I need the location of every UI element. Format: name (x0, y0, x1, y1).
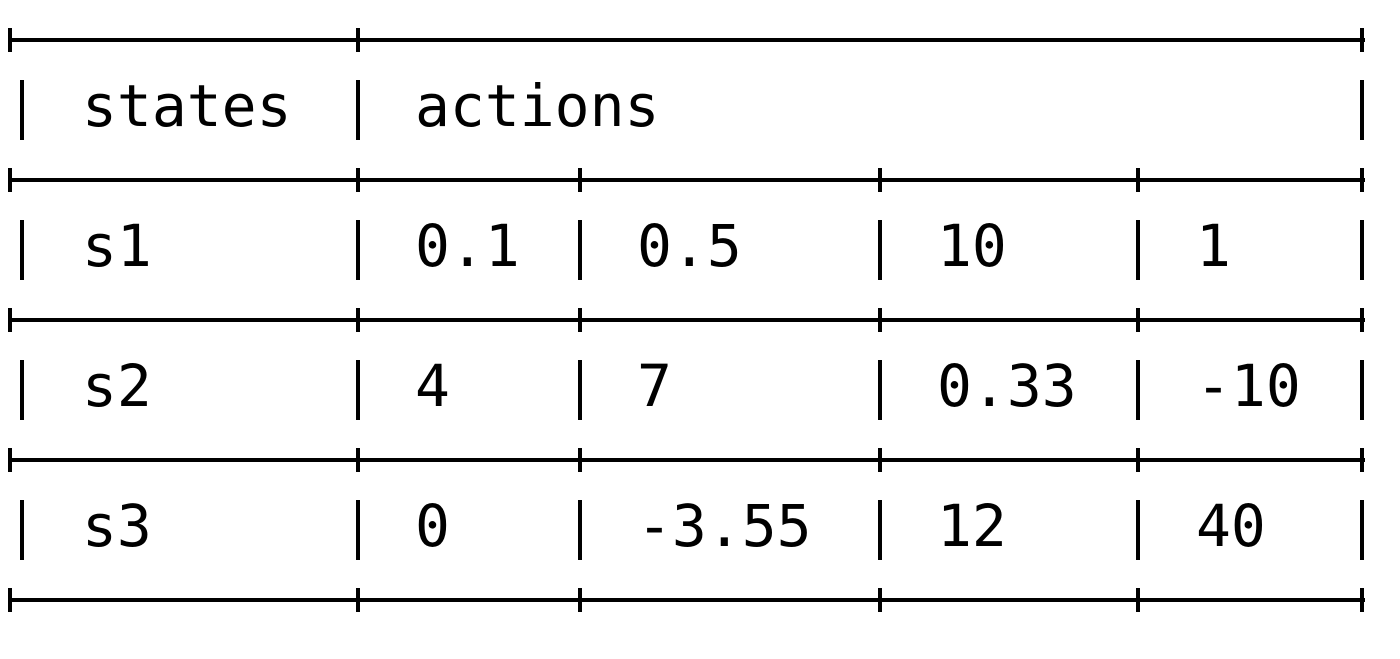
table-cell: -3.55 (637, 492, 812, 560)
table-borders (10, 38, 1365, 602)
table-cell: 12 (937, 492, 1007, 560)
table-cell: 0.1 (415, 212, 520, 280)
table-cell: 40 (1196, 492, 1266, 560)
actions-header: actions (415, 72, 659, 140)
table-cell: -10 (1196, 352, 1301, 420)
row-state-label: s3 (82, 492, 152, 560)
table-cell: 4 (415, 352, 450, 420)
table-cell: 0 (415, 492, 450, 560)
table-cell: 0.33 (937, 352, 1077, 420)
table-cell: 0.5 (637, 212, 742, 280)
table-corners (8, 28, 1364, 612)
table-cell: 7 (637, 352, 672, 420)
states-header: states (82, 72, 292, 140)
row-state-label: s1 (82, 212, 152, 280)
row-state-label: s2 (82, 352, 152, 420)
table-cell: 1 (1196, 212, 1231, 280)
table-cell: 10 (937, 212, 1007, 280)
